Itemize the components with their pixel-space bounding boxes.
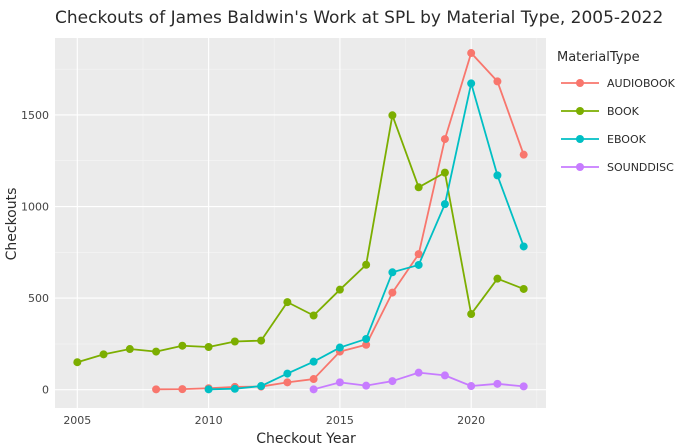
data-point-ebook[interactable]	[440, 200, 449, 209]
y-tick-label: 500	[28, 292, 49, 305]
data-point-ebook[interactable]	[309, 357, 318, 366]
data-point-book[interactable]	[414, 183, 423, 192]
data-point-sounddisc[interactable]	[362, 381, 371, 390]
y-axis-title: Checkouts	[4, 188, 20, 261]
data-point-book[interactable]	[204, 343, 213, 352]
series-ebook[interactable]	[204, 79, 528, 394]
data-point-audiobook[interactable]	[283, 378, 292, 387]
series-sounddisc[interactable]	[309, 368, 528, 394]
y-tick-label: 0	[42, 384, 49, 397]
data-point-book[interactable]	[257, 336, 266, 345]
series-line-book[interactable]	[77, 114, 525, 364]
data-point-sounddisc[interactable]	[493, 379, 502, 388]
legend-item-audiobook[interactable]: AUDIOBOOK	[561, 77, 676, 90]
chart-title: Checkouts of James Baldwin's Work at SPL…	[55, 8, 663, 28]
legend-swatch-marker	[576, 79, 584, 87]
data-point-book[interactable]	[519, 284, 528, 293]
data-point-book[interactable]	[467, 310, 476, 319]
data-point-ebook[interactable]	[204, 385, 213, 394]
legend-item-ebook[interactable]: EBOOK	[561, 133, 647, 146]
data-point-ebook[interactable]	[493, 171, 502, 180]
data-point-book[interactable]	[99, 350, 108, 359]
data-point-sounddisc[interactable]	[309, 385, 318, 394]
data-point-sounddisc[interactable]	[388, 377, 397, 386]
x-tick-label: 2015	[326, 414, 354, 427]
legend-label: AUDIOBOOK	[607, 77, 676, 90]
series-book[interactable]	[73, 111, 528, 367]
data-point-book[interactable]	[73, 358, 82, 367]
data-point-book[interactable]	[388, 111, 397, 120]
data-point-sounddisc[interactable]	[335, 378, 344, 387]
data-point-book[interactable]	[362, 260, 371, 269]
data-point-ebook[interactable]	[362, 334, 371, 343]
data-point-book[interactable]	[335, 285, 344, 294]
legend-swatch-marker	[576, 135, 584, 143]
legend-item-book[interactable]: BOOK	[561, 105, 640, 118]
tick-labels: 2005 2010 2015 2020 0 500 1000 1500	[21, 109, 485, 427]
x-tick-label: 2005	[63, 414, 91, 427]
data-point-book[interactable]	[309, 311, 318, 320]
data-point-book[interactable]	[283, 298, 292, 307]
data-point-audiobook[interactable]	[414, 250, 423, 259]
data-point-ebook[interactable]	[257, 382, 266, 391]
data-point-book[interactable]	[230, 337, 239, 346]
legend-label: BOOK	[607, 105, 640, 118]
legend-title: MaterialType	[557, 50, 640, 65]
data-point-book[interactable]	[152, 347, 161, 356]
legend-swatch-marker	[576, 107, 584, 115]
data-point-sounddisc[interactable]	[440, 371, 449, 380]
data-point-audiobook[interactable]	[467, 49, 476, 58]
data-point-audiobook[interactable]	[309, 375, 318, 384]
series-layer	[73, 49, 528, 394]
legend-label: EBOOK	[607, 133, 647, 146]
data-point-audiobook[interactable]	[178, 385, 187, 394]
data-point-audiobook[interactable]	[152, 385, 161, 394]
x-tick-label: 2010	[195, 414, 223, 427]
data-point-sounddisc[interactable]	[467, 382, 476, 391]
data-point-audiobook[interactable]	[519, 150, 528, 159]
data-point-book[interactable]	[125, 345, 134, 354]
data-point-audiobook[interactable]	[493, 77, 502, 86]
data-point-ebook[interactable]	[388, 268, 397, 277]
legend-swatch-marker	[576, 163, 584, 171]
data-point-audiobook[interactable]	[388, 288, 397, 297]
data-point-sounddisc[interactable]	[519, 382, 528, 391]
data-point-ebook[interactable]	[335, 343, 344, 352]
y-tick-label: 1000	[21, 201, 49, 214]
x-axis-title: Checkout Year	[256, 431, 356, 447]
data-point-ebook[interactable]	[467, 79, 476, 88]
data-point-book[interactable]	[178, 341, 187, 350]
plot-area	[55, 38, 546, 408]
legend-label: SOUNDDISC	[607, 161, 674, 174]
legend[interactable]: MaterialType AUDIOBOOK BOOK EBOOK SOUNDDISC	[557, 50, 676, 174]
data-point-audiobook[interactable]	[362, 340, 371, 349]
legend-item-sounddisc[interactable]: SOUNDDISC	[561, 161, 674, 174]
data-point-book[interactable]	[493, 274, 502, 283]
data-point-sounddisc[interactable]	[414, 368, 423, 377]
data-point-ebook[interactable]	[283, 369, 292, 378]
data-point-ebook[interactable]	[414, 260, 423, 269]
data-point-ebook[interactable]	[230, 384, 239, 393]
data-point-book[interactable]	[440, 168, 449, 177]
data-point-audiobook[interactable]	[440, 135, 449, 144]
data-point-ebook[interactable]	[519, 242, 528, 251]
x-tick-label: 2020	[457, 414, 485, 427]
y-tick-label: 1500	[21, 109, 49, 122]
